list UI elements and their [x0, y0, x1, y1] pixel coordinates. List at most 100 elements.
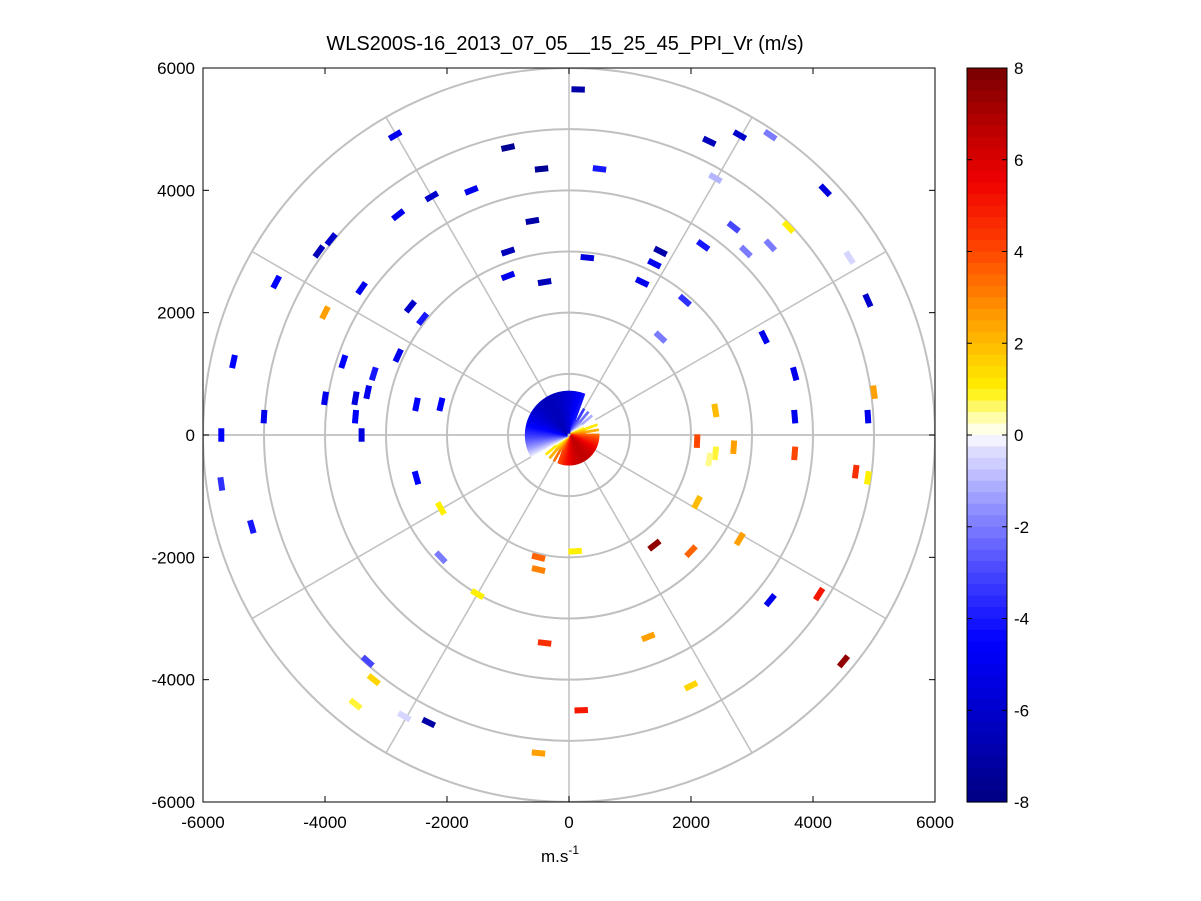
chart-title: WLS200S-16_2013_07_05__15_25_45_PPI_Vr (…	[326, 33, 803, 55]
near-gate-20-690	[581, 393, 586, 398]
near-gate-20-330	[573, 413, 578, 419]
near-gate-60-285	[581, 424, 587, 429]
range-gate-66	[434, 501, 447, 516]
y-tick-label-6: 6000	[157, 59, 195, 78]
y-tick-label-3: 0	[186, 426, 195, 445]
range-gate-37	[758, 329, 770, 345]
near-gate-210-420	[554, 454, 559, 460]
colorbar-step-40	[967, 526, 1007, 539]
near-gate-210-330	[556, 450, 562, 455]
colorbar-step-42	[967, 549, 1007, 562]
colorbar-step-39	[967, 515, 1007, 528]
range-gate-46	[321, 391, 329, 406]
near-gate-60-465	[591, 418, 596, 423]
azimuth-spoke-120	[568, 434, 887, 620]
near-gate-30-330	[576, 415, 582, 420]
near-gate-70-420	[590, 424, 596, 429]
near-gate-40-285	[577, 419, 583, 425]
colorbar-step-7	[967, 148, 1007, 161]
near-gate-30-420	[579, 410, 584, 416]
colorbar-step-1	[967, 79, 1007, 92]
colorbar-tick-label-0: 8	[1014, 59, 1023, 78]
range-gate-83	[763, 593, 777, 608]
range-gate-85	[836, 654, 851, 669]
near-gate-20-285	[572, 416, 577, 421]
near-gate-200-465	[557, 459, 562, 465]
range-gate-62	[693, 434, 701, 448]
near-gate-20-420	[575, 408, 580, 414]
colorbar-step-49	[967, 629, 1007, 643]
near-field-returns	[524, 390, 600, 466]
x-tick-label-2: -2000	[425, 813, 468, 832]
colorbar-step-5	[967, 125, 1007, 138]
range-gate-77	[640, 631, 656, 643]
near-gate-230-375	[549, 447, 554, 453]
colorbar-step-25	[967, 354, 1007, 367]
near-gate-70-465	[593, 423, 598, 428]
x-tick-label-4: 2000	[672, 813, 710, 832]
colorbar-step-54	[967, 687, 1007, 700]
range-gate-61	[705, 452, 714, 467]
azimuth-spoke-150	[568, 434, 753, 754]
near-gate-210-375	[555, 452, 560, 458]
near-gate-210-285	[558, 447, 563, 453]
colorbar-step-19	[967, 285, 1007, 298]
polar-grid	[203, 68, 935, 802]
range-gate-51	[412, 397, 421, 412]
colorbar-step-27	[967, 377, 1007, 390]
colorbar-step-57	[967, 721, 1007, 734]
colorbar-step-36	[967, 480, 1007, 493]
colorbar-step-50	[967, 641, 1007, 654]
range-gate-76	[574, 706, 589, 714]
range-gate-5	[701, 135, 717, 148]
colorbar-step-47	[967, 607, 1007, 620]
range-gate-87	[531, 552, 546, 562]
colorbar-step-48	[967, 618, 1007, 631]
colorbar-step-18	[967, 274, 1007, 287]
colorbar-step-21	[967, 308, 1007, 321]
range-gate-23	[763, 238, 778, 253]
range-gate-11	[424, 190, 440, 203]
range-gate-75	[537, 639, 552, 647]
range-gate-69	[360, 654, 375, 669]
colorbar-step-33	[967, 446, 1007, 459]
colorbar-step-60	[967, 756, 1007, 769]
near-gate-50-285	[579, 421, 585, 427]
colorbar-tick-label-4: 0	[1014, 426, 1023, 445]
range-gate-54	[711, 403, 720, 418]
range-gate-2	[534, 165, 549, 173]
near-gate-230-420	[546, 449, 552, 454]
range-gate-68	[470, 588, 485, 600]
colorbar-step-10	[967, 182, 1007, 195]
colorbar-step-59	[967, 744, 1007, 757]
colorbar-step-12	[967, 205, 1007, 218]
radial-velocity-gates	[217, 86, 878, 757]
colorbar-step-30	[967, 412, 1007, 425]
colorbar-step-16	[967, 251, 1007, 264]
colorbar-tick-label-7: -6	[1014, 701, 1029, 720]
colorbar-tick-label-5: -2	[1014, 518, 1029, 537]
colorbar-step-38	[967, 503, 1007, 516]
colorbar-step-17	[967, 262, 1007, 276]
colorbar-step-22	[967, 320, 1007, 333]
range-gate-43	[368, 366, 379, 382]
range-gate-13	[324, 232, 338, 247]
near-gate-50-330	[582, 419, 587, 425]
range-gate-53	[790, 366, 800, 382]
range-gate-36	[862, 293, 874, 308]
near-gate-220-285	[555, 445, 561, 451]
colorbar-step-14	[967, 228, 1007, 241]
colorbar-step-20	[967, 297, 1007, 310]
colorbar-tick-label-8: -8	[1014, 793, 1029, 812]
y-tick-label-0: -6000	[152, 793, 195, 812]
range-gate-72	[396, 710, 412, 723]
range-gate-63	[217, 476, 226, 492]
near-gate-200-330	[560, 451, 565, 457]
range-gate-4	[387, 129, 403, 142]
azimuth-spoke-60	[568, 250, 887, 436]
near-gate-60-330	[584, 422, 589, 428]
colorbar-step-24	[967, 343, 1007, 356]
near-gate-20-555	[578, 400, 583, 406]
colorbar-tick-label-1: 6	[1014, 151, 1023, 170]
range-gate-24	[781, 220, 796, 234]
